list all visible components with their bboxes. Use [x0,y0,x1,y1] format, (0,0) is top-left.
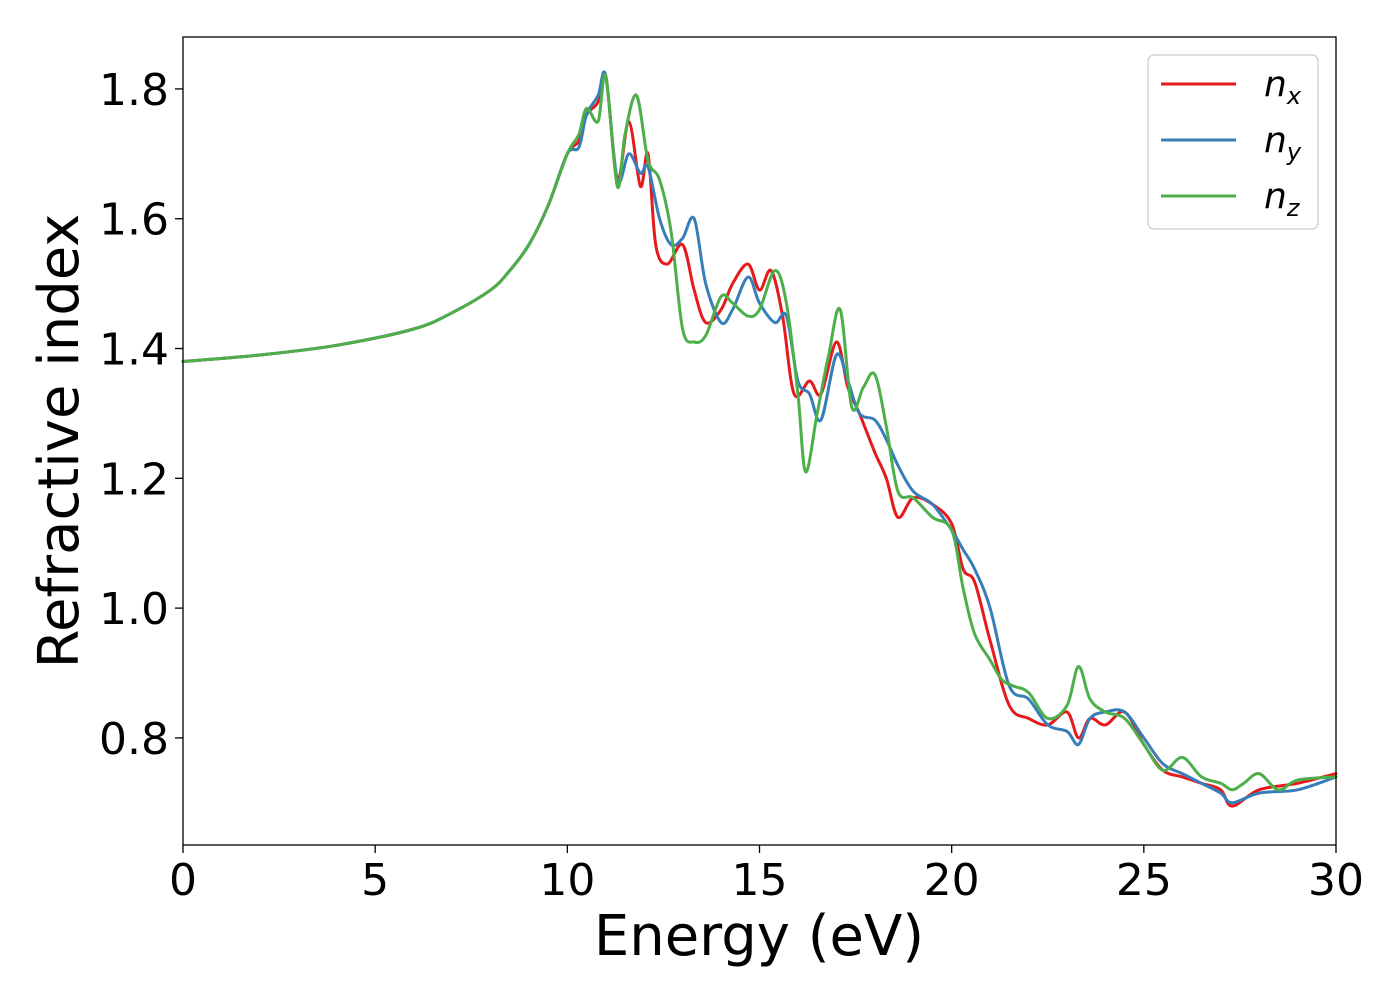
y-axis-label: Refractive index [27,214,92,669]
x-axis-ticks: 0 5 10 15 20 25 30 [169,845,1364,906]
x-tick-label: 25 [1116,855,1172,906]
y-tick-label: 0.8 [99,714,169,765]
x-tick-label: 10 [539,855,595,906]
y-tick-label: 1.0 [99,584,169,635]
x-tick-label: 0 [169,855,197,906]
legend-label-nx: nx [1264,64,1302,110]
x-tick-label: 30 [1308,855,1364,906]
series-line-nx [181,71,1338,808]
y-tick-label: 1.6 [99,195,169,246]
x-axis-label: Energy (eV) [594,904,924,969]
x-tick-label: 20 [924,855,980,906]
series-lines [181,70,1338,808]
x-tick-label: 5 [361,855,389,906]
legend-label-nz: nz [1264,176,1301,222]
y-axis-ticks: 0.8 1.0 1.2 1.4 1.6 1.8 [99,65,183,765]
x-tick-label: 15 [732,855,788,906]
y-tick-label: 1.2 [99,454,169,505]
y-tick-label: 1.8 [99,65,169,116]
legend-box [1147,54,1319,230]
legend-label-ny: ny [1264,120,1302,166]
legend: nx ny nz [1147,54,1319,230]
y-tick-label: 1.4 [99,325,169,376]
series-line-nz [181,72,1338,792]
plot-area-background [183,37,1336,845]
